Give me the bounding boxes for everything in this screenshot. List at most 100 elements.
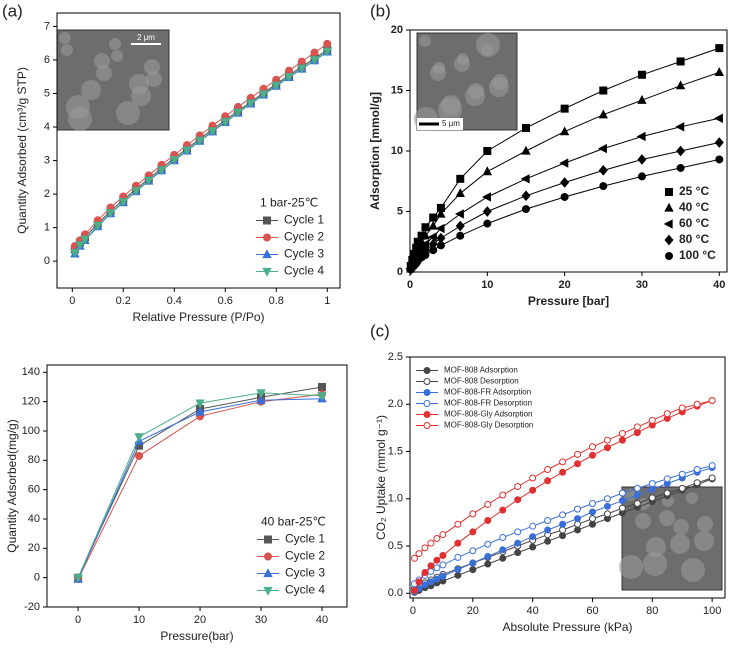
marker <box>207 127 218 137</box>
x-tick-label: 0 <box>75 614 81 626</box>
marker <box>588 508 596 516</box>
legend-label: Cycle 2 <box>284 230 324 244</box>
marker <box>559 526 567 534</box>
marker <box>678 404 686 412</box>
marker <box>297 64 307 74</box>
marker <box>588 443 596 451</box>
y-tick-label: 80 <box>28 454 40 466</box>
marker <box>469 559 477 567</box>
marker <box>633 499 641 507</box>
legend-label: 100 °C <box>679 248 716 262</box>
marker <box>482 166 492 176</box>
marker <box>559 158 569 168</box>
marker <box>410 586 418 594</box>
panel-label: (b) <box>370 1 391 20</box>
marker <box>284 73 294 82</box>
marker <box>423 411 431 418</box>
marker <box>676 57 685 66</box>
marker <box>421 251 430 260</box>
marker <box>256 394 266 404</box>
y-tick-label: 0 <box>34 572 40 584</box>
x-tick-label: 20 <box>194 614 206 626</box>
marker <box>514 528 522 536</box>
y-tick-label: -20 <box>24 601 40 613</box>
inset-texture <box>68 107 92 131</box>
marker <box>182 146 192 156</box>
marker <box>410 554 418 562</box>
marker <box>263 233 271 242</box>
marker <box>574 526 582 534</box>
marker <box>521 205 530 214</box>
marker <box>559 458 567 466</box>
x-tick-label: 0 <box>69 295 75 307</box>
legend-label: Cycle 3 <box>284 247 324 261</box>
marker <box>256 389 266 399</box>
marker <box>469 528 477 536</box>
marker <box>663 489 671 497</box>
marker <box>618 436 626 444</box>
marker <box>454 209 464 219</box>
marker <box>499 506 507 514</box>
marker <box>559 520 567 528</box>
marker <box>675 80 686 90</box>
marker <box>264 535 272 544</box>
marker <box>264 552 272 561</box>
marker <box>529 486 537 494</box>
x-axis-label: Pressure(bar) <box>160 629 233 643</box>
x-tick-label: 60 <box>586 605 598 617</box>
inset-texture <box>96 65 112 81</box>
marker <box>484 560 492 568</box>
marker <box>633 484 641 492</box>
marker <box>598 109 608 119</box>
marker <box>663 219 673 229</box>
marker <box>421 581 429 589</box>
legend-label: MOF-808-FR Adsorption <box>444 388 531 397</box>
legend-label: Cycle 4 <box>285 583 325 597</box>
marker <box>618 504 626 512</box>
marker <box>263 216 271 225</box>
marker <box>156 166 167 176</box>
inset-texture <box>146 71 162 87</box>
marker <box>588 520 596 528</box>
marker <box>144 176 154 186</box>
marker <box>427 562 435 570</box>
inset-texture <box>643 552 667 576</box>
y-tick-label: 100 <box>22 425 40 437</box>
marker <box>603 444 611 452</box>
marker <box>420 230 431 240</box>
y-tick-label: 4 <box>44 121 50 133</box>
inset-texture <box>492 74 508 90</box>
marker <box>574 505 582 513</box>
marker <box>423 378 431 385</box>
marker <box>598 143 607 154</box>
inset-texture <box>116 101 140 125</box>
marker <box>454 520 462 528</box>
marker <box>75 241 85 251</box>
y-tick-label: 2.0 <box>388 398 403 410</box>
marker <box>169 156 179 166</box>
inset-texture <box>419 35 431 47</box>
marker <box>559 511 567 519</box>
marker <box>713 113 723 124</box>
inset-texture <box>686 492 698 504</box>
marker <box>521 145 531 155</box>
legend-label: Cycle 1 <box>284 213 324 227</box>
legend-title: 40 bar-25℃ <box>261 515 326 529</box>
y-axis-label: Adsorption [mmol/g] <box>368 92 382 210</box>
marker <box>529 474 537 482</box>
marker <box>482 206 492 217</box>
marker <box>118 198 128 208</box>
marker <box>483 219 492 228</box>
marker <box>323 39 332 48</box>
marker <box>588 499 596 507</box>
x-tick-label: 40 <box>713 279 725 291</box>
plot-frame <box>409 356 726 599</box>
marker <box>499 554 507 562</box>
inset-texture <box>697 516 713 532</box>
x-axis-label: Pressure [bar] <box>528 294 609 308</box>
marker <box>439 551 447 559</box>
y-tick-label: 60 <box>28 484 40 496</box>
y-tick-label: 10 <box>391 145 403 157</box>
inset-texture <box>646 537 666 557</box>
y-tick-label: 0 <box>44 255 50 267</box>
